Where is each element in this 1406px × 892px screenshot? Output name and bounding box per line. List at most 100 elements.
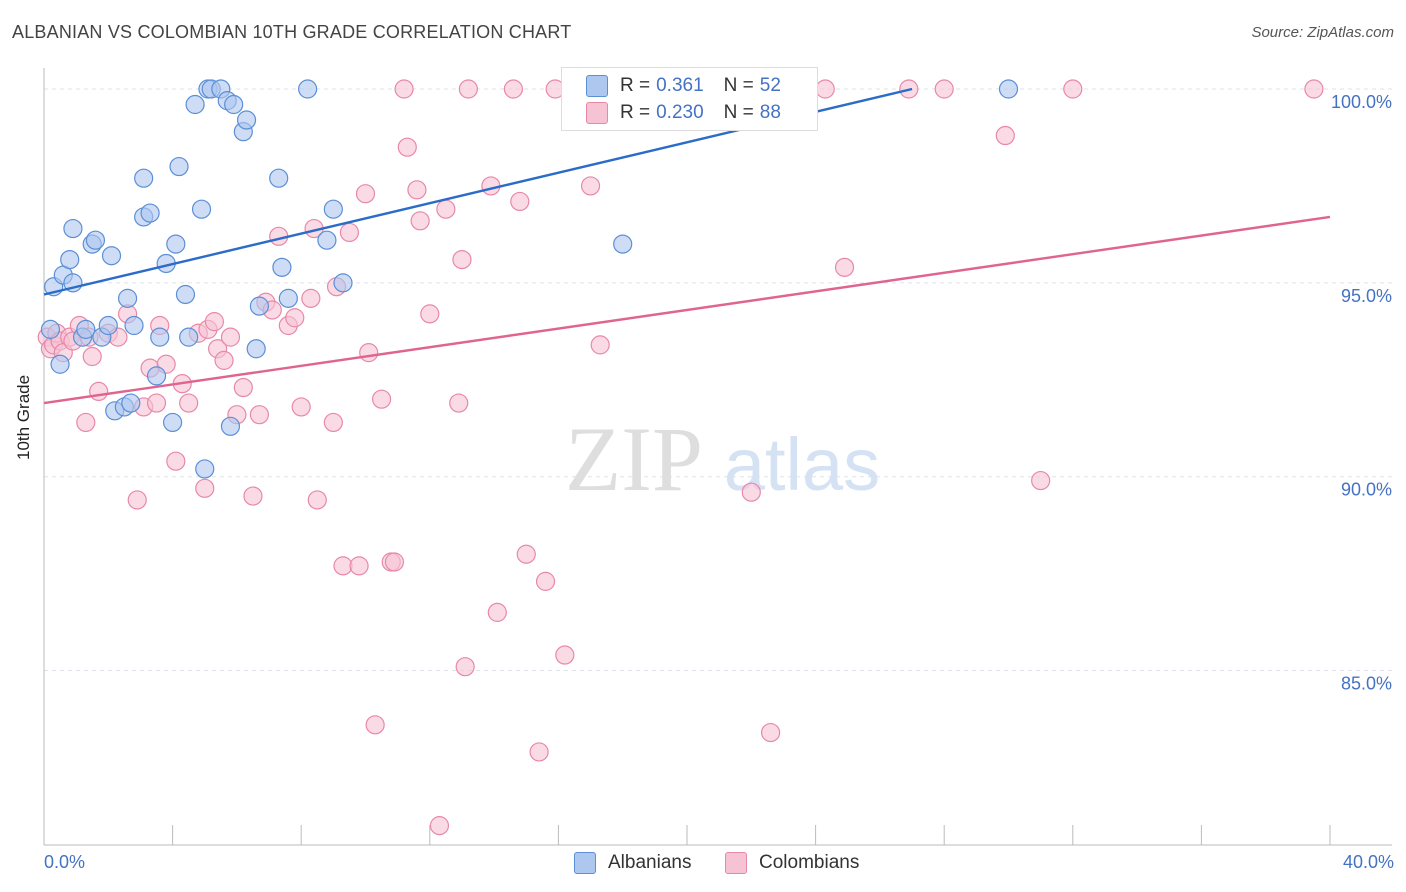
data-point [82, 346, 102, 367]
data-point [449, 393, 469, 413]
trend-line [43, 215, 1331, 405]
data-point [121, 393, 141, 413]
data-point [410, 211, 430, 231]
data-point [140, 203, 160, 223]
data-point [204, 312, 224, 332]
legend-n-label: N = [723, 75, 754, 96]
data-point [101, 246, 122, 266]
data-point [63, 218, 83, 239]
data-point [407, 180, 427, 200]
data-point [590, 335, 610, 355]
data-point [436, 199, 456, 219]
x-tick-label-min: 0.0% [44, 852, 86, 872]
legend-row-albanians: R = 0.361 N = 52 [586, 74, 801, 98]
data-point [301, 288, 321, 308]
data-point [179, 393, 199, 413]
chart-title: ALBANIAN VS COLOMBIAN 10TH GRADE CORRELA… [12, 22, 572, 42]
data-point [555, 645, 575, 665]
data-point [185, 94, 205, 115]
data-point [333, 273, 353, 293]
data-point [76, 412, 96, 433]
data-point [613, 234, 633, 254]
data-point [452, 249, 472, 270]
data-point [298, 79, 318, 99]
data-point [233, 377, 253, 398]
legend-n-label: N = [723, 102, 754, 123]
data-point [166, 234, 186, 254]
data-point [246, 339, 266, 359]
data-point [333, 556, 353, 576]
legend-r-label: R = [620, 75, 651, 96]
data-point [50, 354, 70, 374]
data-point [323, 412, 343, 433]
data-point [355, 184, 376, 204]
data-point [146, 393, 167, 413]
data-point [323, 199, 343, 219]
data-point [269, 168, 289, 188]
legend-n-value: 88 [759, 102, 781, 123]
bottom-legend-swatch-blue [574, 852, 596, 874]
data-point [995, 125, 1015, 146]
data-point [134, 168, 154, 188]
data-point [998, 79, 1019, 99]
y-tick-label: 85.0% [1341, 674, 1392, 694]
data-point [1063, 79, 1083, 99]
data-point [60, 249, 80, 270]
data-point [85, 230, 106, 250]
data-point [349, 556, 369, 576]
bottom-legend-label: Colombians [759, 852, 860, 873]
data-point [371, 389, 392, 409]
data-point [317, 230, 337, 250]
watermark-zip: ZIP [565, 408, 703, 510]
data-point [166, 451, 186, 471]
data-point [191, 199, 212, 219]
legend-swatch-pink [586, 102, 608, 124]
data-point [359, 343, 379, 363]
data-point [580, 176, 601, 196]
legend-row-colombians: R = 0.230 N = 88 [586, 101, 801, 125]
data-point [529, 742, 549, 762]
watermark: ZIP atlas [565, 408, 880, 510]
data-point [117, 288, 138, 308]
data-point [236, 110, 257, 130]
bottom-legend-label: Albanians [608, 852, 692, 873]
bottom-legend-swatch-pink [725, 852, 747, 874]
data-point [1031, 470, 1051, 491]
data-point [516, 544, 536, 564]
data-point [163, 412, 183, 433]
data-point [220, 327, 241, 347]
data-point [394, 79, 414, 99]
data-point [1304, 79, 1324, 99]
data-point [339, 222, 360, 243]
legend-r-value: 0.230 [656, 102, 704, 123]
data-point [195, 459, 215, 479]
data-point [214, 350, 234, 370]
bottom-legend-albanians: Albanians [574, 852, 691, 874]
data-point [243, 486, 263, 506]
data-point [429, 816, 450, 836]
data-point [834, 257, 855, 277]
y-axis-title: 10th Grade [14, 374, 33, 460]
data-point [455, 657, 475, 677]
data-point [420, 304, 440, 324]
data-point [291, 397, 311, 417]
legend: R = 0.361 N = 52 R = 0.230 N = 88 [561, 67, 818, 131]
data-point [220, 416, 241, 436]
data-point [124, 315, 144, 336]
data-point [179, 327, 199, 347]
data-point [934, 79, 954, 99]
source-label: Source: ZipAtlas.com [1251, 24, 1394, 41]
data-point [127, 490, 147, 510]
y-tick-label: 95.0% [1341, 286, 1392, 306]
data-point [40, 319, 61, 339]
x-tick-label-max: 40.0% [1342, 852, 1394, 872]
legend-r-label: R = [620, 102, 651, 123]
data-point [760, 722, 781, 743]
legend-r-value: 0.361 [656, 75, 704, 96]
data-point [510, 191, 530, 212]
data-point [278, 288, 298, 308]
data-point [535, 571, 556, 591]
y-tick-label: 90.0% [1341, 480, 1392, 500]
data-point [397, 137, 417, 157]
data-point [487, 602, 507, 622]
